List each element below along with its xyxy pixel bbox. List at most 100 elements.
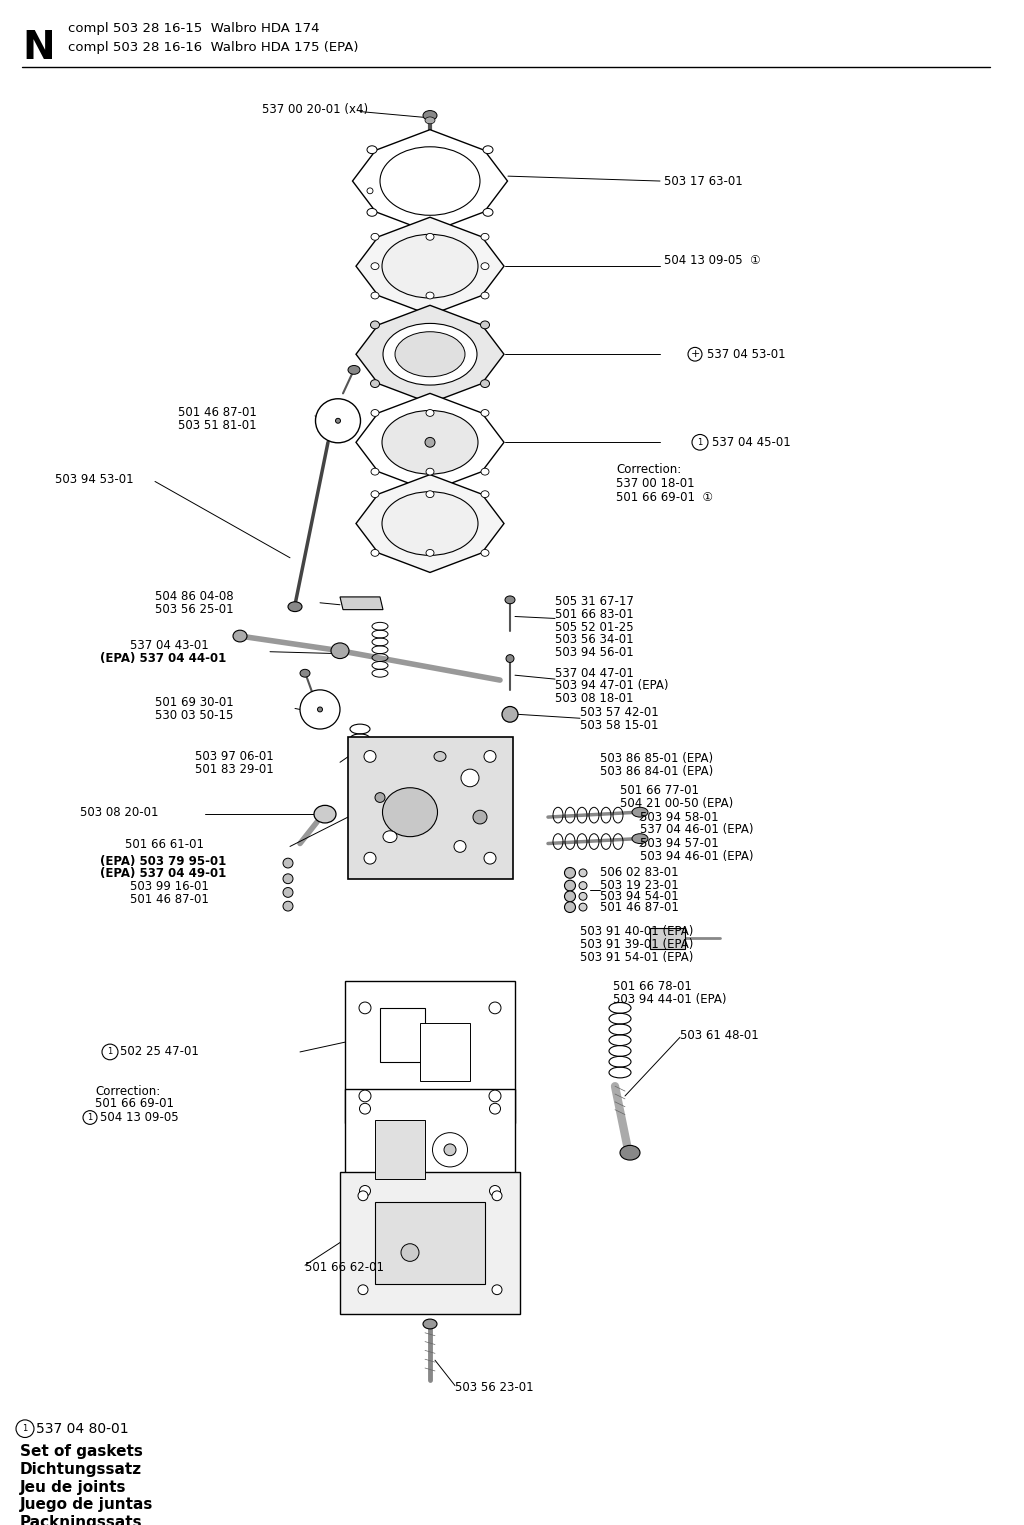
Text: 503 91 54-01 (EPA): 503 91 54-01 (EPA) — [580, 950, 693, 964]
Ellipse shape — [371, 380, 380, 387]
Text: compl 503 28 16-15  Walbro HDA 174: compl 503 28 16-15 Walbro HDA 174 — [68, 21, 319, 35]
Ellipse shape — [371, 468, 379, 476]
Text: 1: 1 — [697, 438, 702, 447]
Ellipse shape — [481, 468, 489, 476]
Ellipse shape — [283, 888, 293, 897]
Ellipse shape — [434, 752, 446, 761]
Ellipse shape — [461, 769, 479, 787]
Text: Packningssats: Packningssats — [20, 1514, 142, 1525]
Text: 1: 1 — [108, 1048, 113, 1057]
Ellipse shape — [579, 869, 587, 877]
Ellipse shape — [382, 491, 478, 555]
Text: 503 86 84-01 (EPA): 503 86 84-01 (EPA) — [600, 764, 714, 778]
Ellipse shape — [300, 689, 340, 729]
Text: 537 04 46-01 (EPA): 537 04 46-01 (EPA) — [640, 824, 754, 836]
Ellipse shape — [579, 903, 587, 910]
Ellipse shape — [383, 788, 437, 837]
Text: 505 31 67-17: 505 31 67-17 — [555, 595, 634, 608]
Ellipse shape — [481, 262, 489, 270]
Text: Correction:: Correction: — [616, 464, 681, 476]
Polygon shape — [340, 596, 383, 610]
Bar — [375, 1202, 485, 1284]
Text: 503 94 56-01: 503 94 56-01 — [555, 647, 634, 659]
Ellipse shape — [506, 654, 514, 662]
Ellipse shape — [564, 891, 575, 901]
Text: N: N — [22, 29, 54, 67]
Ellipse shape — [489, 1185, 501, 1196]
Text: 503 94 57-01: 503 94 57-01 — [640, 837, 719, 849]
Ellipse shape — [367, 146, 377, 154]
Ellipse shape — [489, 1103, 501, 1115]
Ellipse shape — [432, 1133, 468, 1167]
Ellipse shape — [620, 1145, 640, 1161]
Ellipse shape — [380, 146, 480, 215]
Text: 501 66 69-01  ①: 501 66 69-01 ① — [616, 491, 713, 503]
Text: 501 69 30-01: 501 69 30-01 — [155, 695, 233, 709]
Text: 1: 1 — [23, 1424, 28, 1434]
Text: 504 86 04-08: 504 86 04-08 — [155, 590, 233, 604]
Ellipse shape — [473, 810, 487, 824]
Ellipse shape — [382, 235, 478, 297]
Ellipse shape — [426, 549, 434, 557]
Ellipse shape — [383, 831, 397, 842]
Polygon shape — [356, 393, 504, 491]
Ellipse shape — [371, 293, 379, 299]
Text: Dichtungssatz: Dichtungssatz — [20, 1462, 142, 1476]
Ellipse shape — [454, 840, 466, 852]
Text: 537 00 18-01: 537 00 18-01 — [616, 477, 694, 490]
Ellipse shape — [426, 410, 434, 416]
Ellipse shape — [283, 901, 293, 910]
Text: 501 46 87-01: 501 46 87-01 — [130, 892, 209, 906]
Ellipse shape — [481, 293, 489, 299]
Bar — [345, 982, 515, 1124]
Text: 503 86 85-01 (EPA): 503 86 85-01 (EPA) — [600, 752, 713, 766]
Text: 503 94 58-01: 503 94 58-01 — [640, 811, 719, 824]
Text: 503 97 06-01: 503 97 06-01 — [195, 750, 273, 762]
Ellipse shape — [579, 892, 587, 900]
Polygon shape — [356, 217, 504, 316]
Text: 501 46 87-01: 501 46 87-01 — [600, 901, 679, 913]
Ellipse shape — [383, 323, 477, 384]
Text: (EPA) 503 79 95-01: (EPA) 503 79 95-01 — [100, 854, 226, 868]
Ellipse shape — [423, 1319, 437, 1328]
Text: 501 66 69-01: 501 66 69-01 — [95, 1098, 174, 1110]
Text: 503 94 54-01: 503 94 54-01 — [600, 891, 679, 903]
Text: 503 94 53-01: 503 94 53-01 — [55, 473, 133, 486]
Bar — [345, 1089, 515, 1211]
Ellipse shape — [371, 262, 379, 270]
Ellipse shape — [359, 1002, 371, 1014]
Ellipse shape — [481, 491, 489, 497]
Text: 503 94 44-01 (EPA): 503 94 44-01 (EPA) — [613, 993, 726, 1005]
Text: 503 99 16-01: 503 99 16-01 — [130, 880, 209, 894]
Text: 537 00 20-01 (x4): 537 00 20-01 (x4) — [262, 104, 368, 116]
Ellipse shape — [564, 901, 575, 912]
Text: 537 04 53-01: 537 04 53-01 — [707, 348, 785, 361]
Text: Set of gaskets: Set of gaskets — [20, 1444, 143, 1459]
Text: 504 13 09-05: 504 13 09-05 — [100, 1112, 178, 1124]
Text: 1: 1 — [87, 1113, 92, 1122]
Ellipse shape — [483, 146, 493, 154]
Ellipse shape — [358, 1286, 368, 1295]
Text: 503 58 15-01: 503 58 15-01 — [580, 718, 658, 732]
Text: 501 46 87-01: 501 46 87-01 — [178, 407, 257, 419]
Circle shape — [16, 1420, 34, 1438]
Ellipse shape — [480, 320, 489, 329]
Text: 501 66 61-01: 501 66 61-01 — [125, 839, 204, 851]
Text: 505 52 01-25: 505 52 01-25 — [555, 621, 634, 634]
Ellipse shape — [505, 596, 515, 604]
Circle shape — [102, 1045, 118, 1060]
Text: 503 91 40-01 (EPA): 503 91 40-01 (EPA) — [580, 926, 693, 938]
Ellipse shape — [331, 644, 349, 659]
Ellipse shape — [426, 468, 434, 476]
Ellipse shape — [423, 111, 437, 120]
Ellipse shape — [288, 602, 302, 612]
Ellipse shape — [300, 669, 310, 677]
Text: 503 57 42-01: 503 57 42-01 — [580, 706, 658, 718]
Ellipse shape — [425, 438, 435, 447]
Ellipse shape — [564, 880, 575, 891]
Text: 501 83 29-01: 501 83 29-01 — [195, 762, 273, 776]
Text: 530 03 50-15: 530 03 50-15 — [155, 709, 233, 721]
Ellipse shape — [314, 805, 336, 824]
Ellipse shape — [632, 807, 648, 817]
Ellipse shape — [364, 852, 376, 865]
